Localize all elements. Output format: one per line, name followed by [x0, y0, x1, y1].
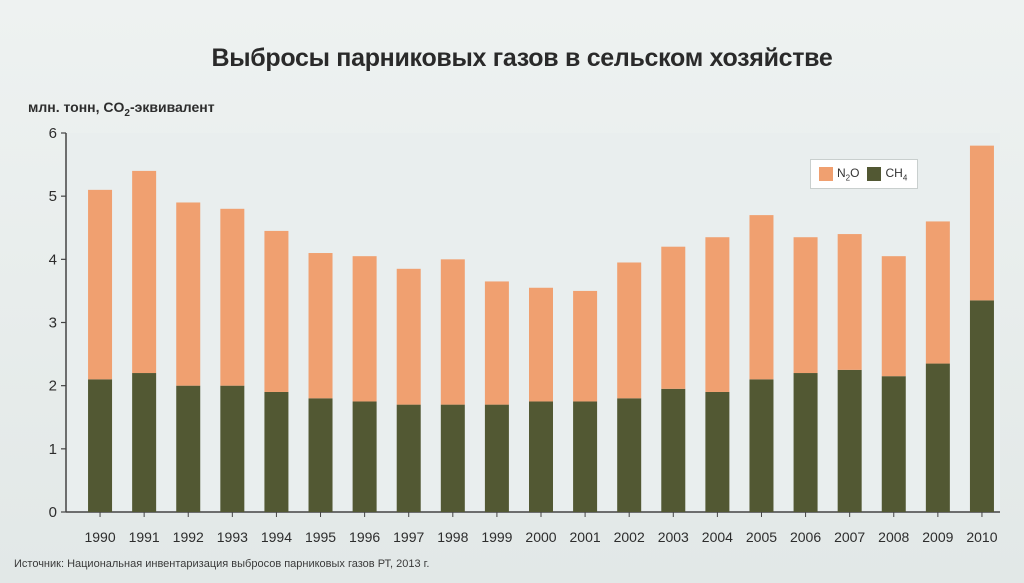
x-tick-label-2009: 2009: [922, 529, 953, 545]
bar-n2o-1997: [396, 268, 421, 405]
legend-item-ch4: CH4: [867, 166, 907, 182]
x-tick-label-2005: 2005: [746, 529, 777, 545]
x-tick-label-1990: 1990: [84, 529, 115, 545]
bar-n2o-2002: [617, 262, 642, 399]
bar-ch4-1990: [88, 379, 113, 512]
bar-n2o-2004: [705, 237, 730, 392]
bar-ch4-1996: [352, 401, 377, 512]
x-tick-label-2000: 2000: [525, 529, 556, 545]
bar-n2o-1994: [264, 230, 289, 392]
bar-ch4-2002: [617, 398, 642, 512]
bar-ch4-2001: [573, 401, 598, 512]
y-unit-suffix: -эквивалент: [129, 99, 215, 115]
legend-item-n2o: N2O: [819, 166, 859, 182]
bar-n2o-1996: [352, 256, 377, 402]
legend-label-ch4: CH4: [885, 165, 908, 183]
bar-ch4-2008: [881, 376, 906, 512]
bar-n2o-2010: [969, 145, 994, 301]
bar-ch4-1993: [220, 385, 245, 512]
y-tick-label: 0: [49, 504, 57, 521]
x-tick-label-2007: 2007: [834, 529, 865, 545]
y-axis-unit-label: млн. тонн, CO2-эквивалент: [28, 99, 215, 119]
x-tick-label-1996: 1996: [349, 529, 380, 545]
bar-n2o-2007: [837, 234, 862, 370]
bar-n2o-1998: [440, 259, 465, 405]
x-tick-label-1998: 1998: [437, 529, 468, 545]
bar-ch4-2010: [969, 300, 994, 512]
x-tick-label-2004: 2004: [702, 529, 733, 545]
x-tick-label-2002: 2002: [614, 529, 645, 545]
bar-n2o-2008: [881, 256, 906, 377]
y-tick-label: 6: [49, 125, 57, 142]
bar-ch4-1998: [440, 404, 465, 512]
bar-ch4-1999: [484, 404, 509, 512]
x-tick-label-1999: 1999: [481, 529, 512, 545]
bar-n2o-1992: [176, 202, 201, 386]
y-tick-label: 4: [49, 251, 57, 268]
bar-n2o-2009: [925, 221, 950, 364]
bar-ch4-2007: [837, 369, 862, 512]
x-tick-label-1995: 1995: [305, 529, 336, 545]
x-tick-label-2003: 2003: [658, 529, 689, 545]
legend-swatch-n2o: [819, 166, 833, 181]
bar-n2o-2003: [661, 246, 686, 389]
bar-n2o-1999: [484, 281, 509, 405]
legend-swatch-ch4: [867, 166, 882, 181]
bar-ch4-2000: [529, 401, 553, 512]
x-tick-label-2001: 2001: [570, 529, 601, 545]
bar-ch4-1994: [264, 391, 289, 512]
bar-ch4-1991: [132, 373, 157, 512]
y-tick-label: 1: [49, 441, 57, 458]
bar-n2o-1990: [88, 189, 113, 380]
bar-n2o-1995: [308, 253, 333, 399]
x-tick-label-2010: 2010: [966, 529, 997, 545]
bar-n2o-2006: [793, 237, 818, 374]
bar-n2o-2000: [529, 287, 553, 402]
x-tick-label-1997: 1997: [393, 529, 424, 545]
x-tick-label-1993: 1993: [217, 529, 248, 545]
bar-ch4-2009: [925, 363, 950, 512]
bar-ch4-1995: [308, 398, 333, 512]
y-tick-label: 5: [49, 188, 57, 205]
chart-title: Выбросы парниковых газов в сельском хозя…: [211, 44, 833, 72]
bar-n2o-2001: [573, 290, 598, 402]
bar-ch4-1992: [176, 385, 201, 512]
y-tick-label: 3: [49, 315, 57, 332]
legend-label-n2o: N2O: [837, 165, 860, 183]
bar-ch4-2006: [793, 373, 818, 512]
y-unit-subscript: 2: [124, 107, 130, 119]
x-tick-label-2008: 2008: [878, 529, 909, 545]
source-note: Источник: Национальная инвентаризация вы…: [14, 558, 430, 570]
bar-ch4-2004: [705, 391, 730, 512]
bar-ch4-2005: [749, 379, 774, 512]
x-tick-label-2006: 2006: [790, 529, 821, 545]
x-tick-label-1992: 1992: [173, 529, 204, 545]
bar-n2o-1993: [220, 208, 245, 386]
y-tick-label: 2: [49, 378, 57, 395]
bar-ch4-2003: [661, 388, 686, 512]
bar-ch4-1997: [396, 404, 421, 512]
x-tick-label-1994: 1994: [261, 529, 292, 545]
bar-n2o-2005: [749, 215, 774, 380]
x-tick-label-1991: 1991: [129, 529, 160, 545]
chart-legend: N2O CH4: [810, 159, 918, 189]
bar-n2o-1991: [132, 170, 157, 374]
y-unit-prefix: млн. тонн, CO: [28, 99, 125, 115]
